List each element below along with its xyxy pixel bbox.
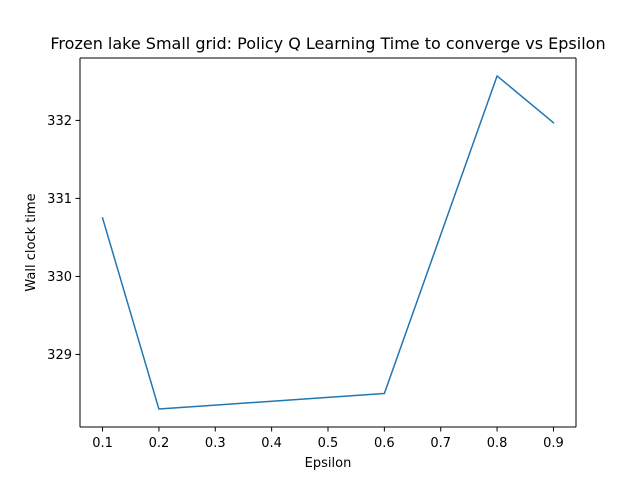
y-tick-label: 331 [47, 192, 72, 207]
y-tick-label: 332 [47, 114, 72, 129]
x-tick-label: 0.2 [149, 436, 170, 451]
series-layer [101, 75, 555, 410]
x-tick-label: 0.3 [205, 436, 226, 451]
y-axis-label: Wall clock time [24, 193, 39, 291]
x-axis-label: Epsilon [305, 456, 352, 471]
x-tick-label: 0.4 [261, 436, 282, 451]
x-tick-label: 0.5 [318, 436, 339, 451]
x-tick-label: 0.6 [374, 436, 395, 451]
y-tick-label: 330 [47, 270, 72, 285]
series-line-0 [101, 75, 555, 410]
x-tick-label: 0.7 [430, 436, 451, 451]
x-axis-ticks: 0.1 0.2 0.3 0.4 0.5 0.6 0.7 0.8 0.9 [92, 427, 564, 451]
y-tick-label: 329 [47, 348, 72, 363]
x-tick-label: 0.8 [487, 436, 508, 451]
plot-area [80, 58, 576, 427]
chart-title: Frozen lake Small grid: Policy Q Learnin… [50, 34, 605, 53]
x-tick-label: 0.9 [543, 436, 564, 451]
x-tick-label: 0.1 [92, 436, 113, 451]
y-axis-ticks: 329 330 331 332 [47, 114, 80, 363]
